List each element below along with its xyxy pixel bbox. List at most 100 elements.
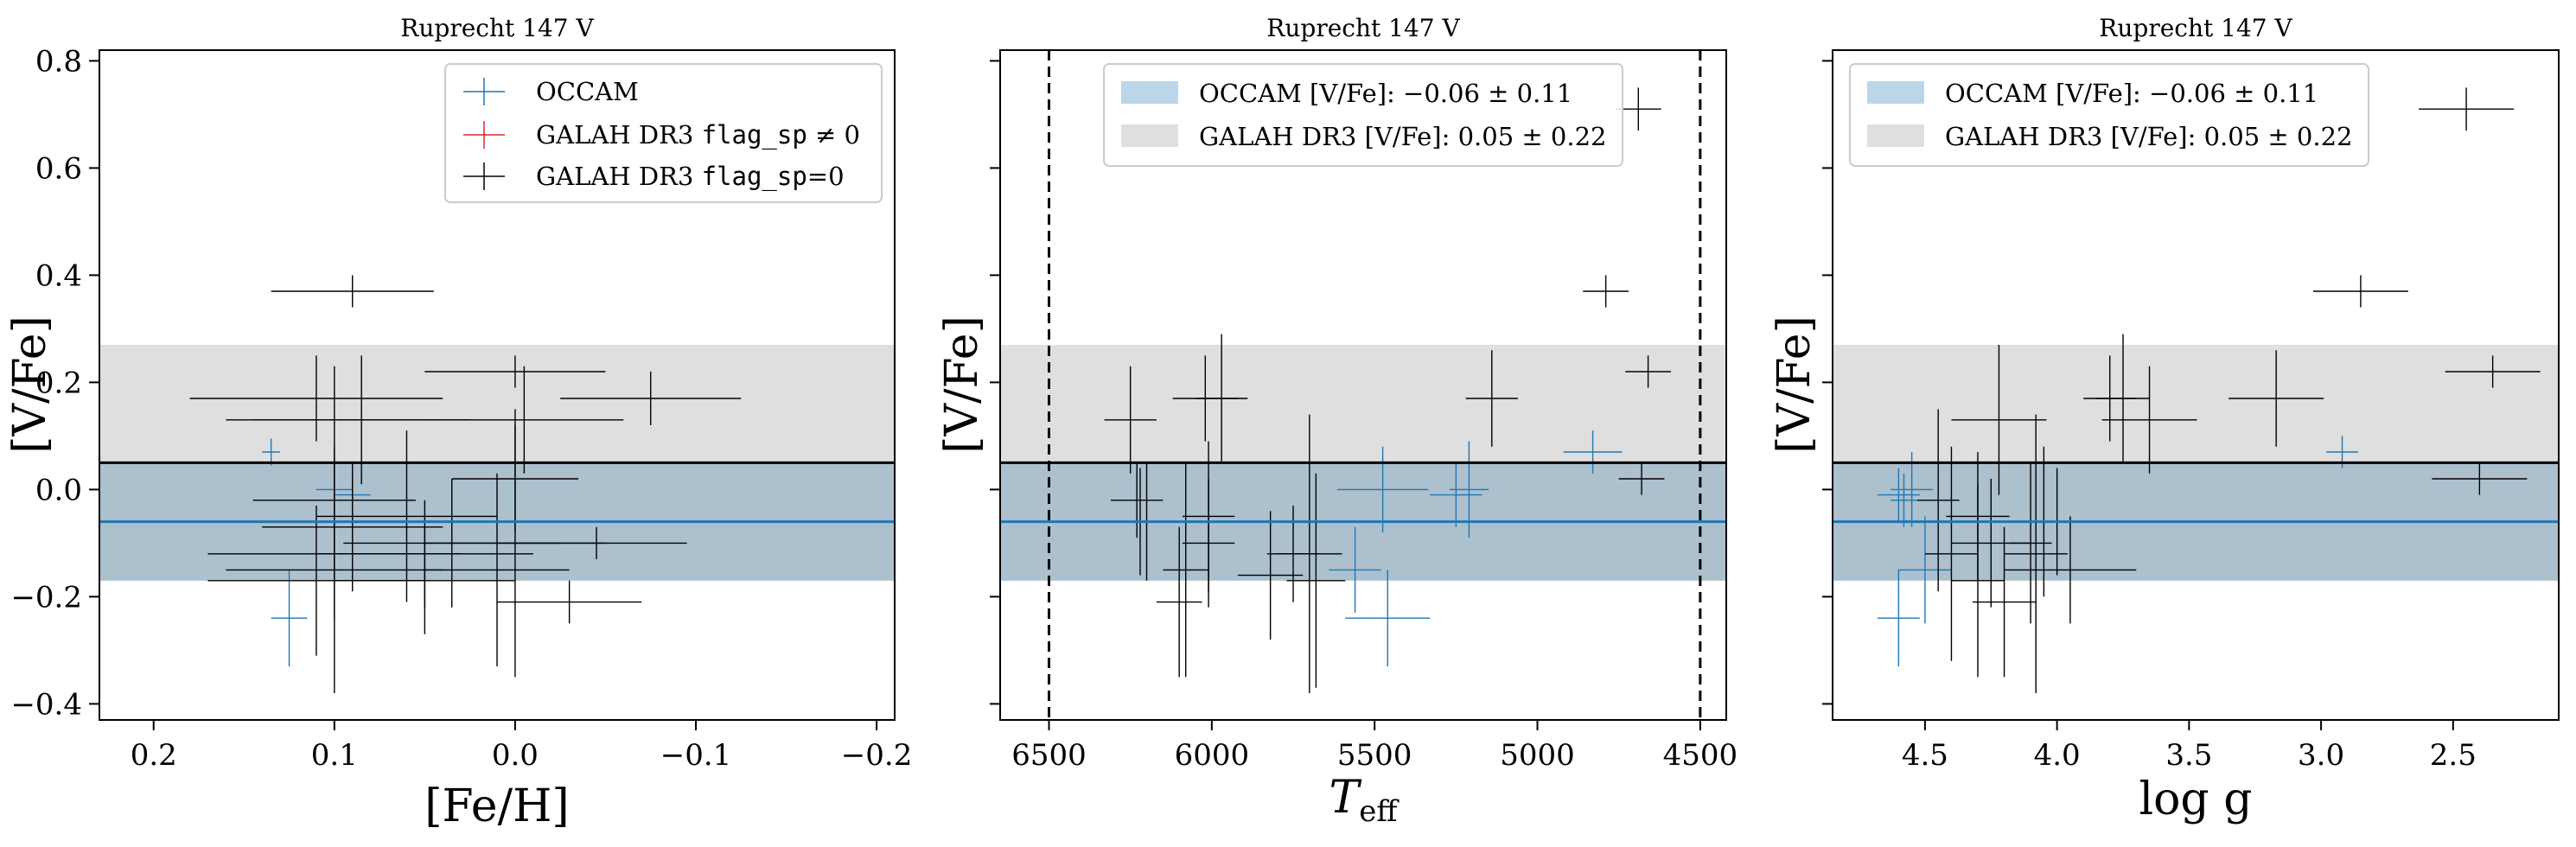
data-point	[424, 355, 606, 388]
x-tick-label: 2.5	[2430, 738, 2477, 773]
axes-frame	[1832, 49, 2560, 721]
data-point	[1898, 516, 1952, 624]
data-point	[271, 275, 434, 308]
x-tick-label: 0.0	[492, 738, 539, 773]
data-point	[1182, 479, 1235, 608]
data-point	[1345, 570, 1431, 666]
data-point	[1625, 355, 1671, 388]
legend-frame	[1103, 63, 1623, 167]
data-point	[1104, 366, 1157, 474]
legend-label-galah: GALAH DR3 [V/Fe]: 0.05 ± 0.22	[1945, 122, 2352, 151]
data-point	[497, 580, 642, 624]
x-tick-label: 4.5	[1902, 738, 1948, 773]
legend-frame	[444, 63, 883, 203]
x-tick-label: −0.1	[660, 738, 732, 773]
data-point	[1916, 409, 1960, 592]
x-tick-label: 6000	[1175, 738, 1250, 773]
x-tick-label: 4500	[1663, 738, 1738, 773]
data-point	[2312, 275, 2408, 308]
legend-patch-galah	[1121, 124, 1178, 147]
data-point	[1877, 468, 1920, 522]
panel-logg: Ruprecht 147 V 4.5 4.0 3.5 3.0 2.5 log g [V/…	[1769, 14, 2560, 825]
x-tick-label: 5500	[1337, 738, 1412, 773]
legend-label-occam: OCCAM [V/Fe]: −0.06 ± 0.11	[1945, 79, 2318, 108]
x-tick-label: −0.2	[841, 738, 913, 773]
legend-label-occam: OCCAM [V/Fe]: −0.06 ± 0.11	[1199, 79, 1572, 108]
data-point	[1618, 462, 1665, 495]
data-point	[2101, 366, 2197, 474]
data-point	[1563, 430, 1623, 474]
x-tick-label: 3.0	[2298, 738, 2344, 773]
panel-teff: Ruprecht 147 V 6500 6000 5500 5000 4500 Teff…	[936, 14, 1738, 829]
data-point	[1951, 345, 2047, 495]
data-point	[316, 430, 497, 602]
data-point	[189, 355, 443, 442]
y-axis-label: [V/Fe]	[4, 315, 56, 454]
legend-label-galah: GALAH DR3 [V/Fe]: 0.05 ± 0.22	[1199, 122, 1606, 151]
data-point	[1583, 275, 1629, 308]
data-point	[1277, 414, 1342, 693]
legend-marker-galah-flagged	[463, 121, 505, 149]
legend: OCCAM [V/Fe]: −0.06 ± 0.11 GALAH DR3 [V/…	[1849, 63, 2369, 167]
x-tick-label: 0.1	[311, 738, 358, 773]
legend-marker-galah-clean	[463, 162, 505, 190]
legend-label-galah-flagged: GALAH DR3 flag_sp ≠ 0	[536, 120, 860, 150]
data-point	[2228, 350, 2324, 447]
y-tick-label: 0.0	[35, 473, 82, 507]
data-point	[271, 570, 308, 666]
legend: OCCAM [V/Fe]: −0.06 ± 0.11 GALAH DR3 [V/…	[1103, 63, 1623, 167]
y-tick-label: 0.2	[35, 366, 82, 400]
y-tick-label: 0.6	[35, 151, 82, 186]
x-axis-label: [Fe/H]	[424, 780, 569, 832]
x-tick-label: 5000	[1500, 738, 1575, 773]
data-point	[1465, 350, 1518, 447]
data-point	[207, 489, 462, 619]
x-tick-label: 3.5	[2165, 738, 2212, 773]
data-point	[1286, 473, 1346, 688]
y-axis-label: [V/Fe]	[1769, 315, 1820, 454]
y-axis-label: [V/Fe]	[936, 315, 988, 454]
data-point	[506, 526, 687, 559]
legend-patch-galah	[1867, 124, 1924, 147]
panel-title: Ruprecht 147 V	[400, 14, 594, 42]
x-tick-label: 4.0	[2034, 738, 2081, 773]
panel-title: Ruprecht 147 V	[1266, 14, 1460, 42]
data-point	[2419, 87, 2515, 131]
data-point	[424, 366, 624, 474]
data-point	[1336, 446, 1429, 532]
data-point	[2432, 462, 2528, 495]
y-tick-label: 0.8	[35, 44, 82, 79]
data-point	[1156, 526, 1202, 678]
legend-patch-occam	[1121, 81, 1178, 104]
data-point	[1163, 462, 1209, 678]
data-point	[1237, 511, 1304, 640]
y-tick-label: 0.4	[35, 258, 82, 293]
data-point	[1924, 446, 1978, 661]
x-axis-label: Teff	[1329, 772, 1400, 829]
legend-marker-occam	[463, 78, 505, 105]
data-point	[262, 438, 281, 466]
legend: OCCAM GALAH DR3 flag_sp ≠ 0 GALAH DR3 fl…	[444, 63, 883, 203]
data-point	[2004, 414, 2068, 693]
x-tick-label: 0.2	[131, 738, 177, 773]
data-point	[424, 473, 570, 666]
legend-frame	[1849, 63, 2369, 167]
axes-frame	[99, 49, 896, 721]
y-tick-label: −0.2	[10, 580, 82, 615]
data-point	[2445, 355, 2541, 388]
x-axis-label: log g	[2139, 774, 2252, 825]
x-tick-label: 6500	[1011, 738, 1087, 773]
data-point	[2004, 516, 2137, 624]
axes-frame	[999, 49, 1727, 721]
data-point	[1430, 462, 1482, 527]
data-point	[1891, 473, 1917, 527]
data-point	[2096, 334, 2150, 463]
data-point	[1329, 526, 1381, 613]
y-tick-label: −0.4	[10, 687, 82, 722]
data-point	[1111, 462, 1164, 538]
legend-label-galah-clean: GALAH DR3 flag_sp=0	[536, 162, 845, 192]
data-point	[334, 526, 515, 634]
panel-feh: Ruprecht 147 V 0.2 0.1 0.0 −0.1 −0.2 −0.4 −0.…	[4, 14, 912, 832]
legend-patch-occam	[1867, 81, 1924, 104]
